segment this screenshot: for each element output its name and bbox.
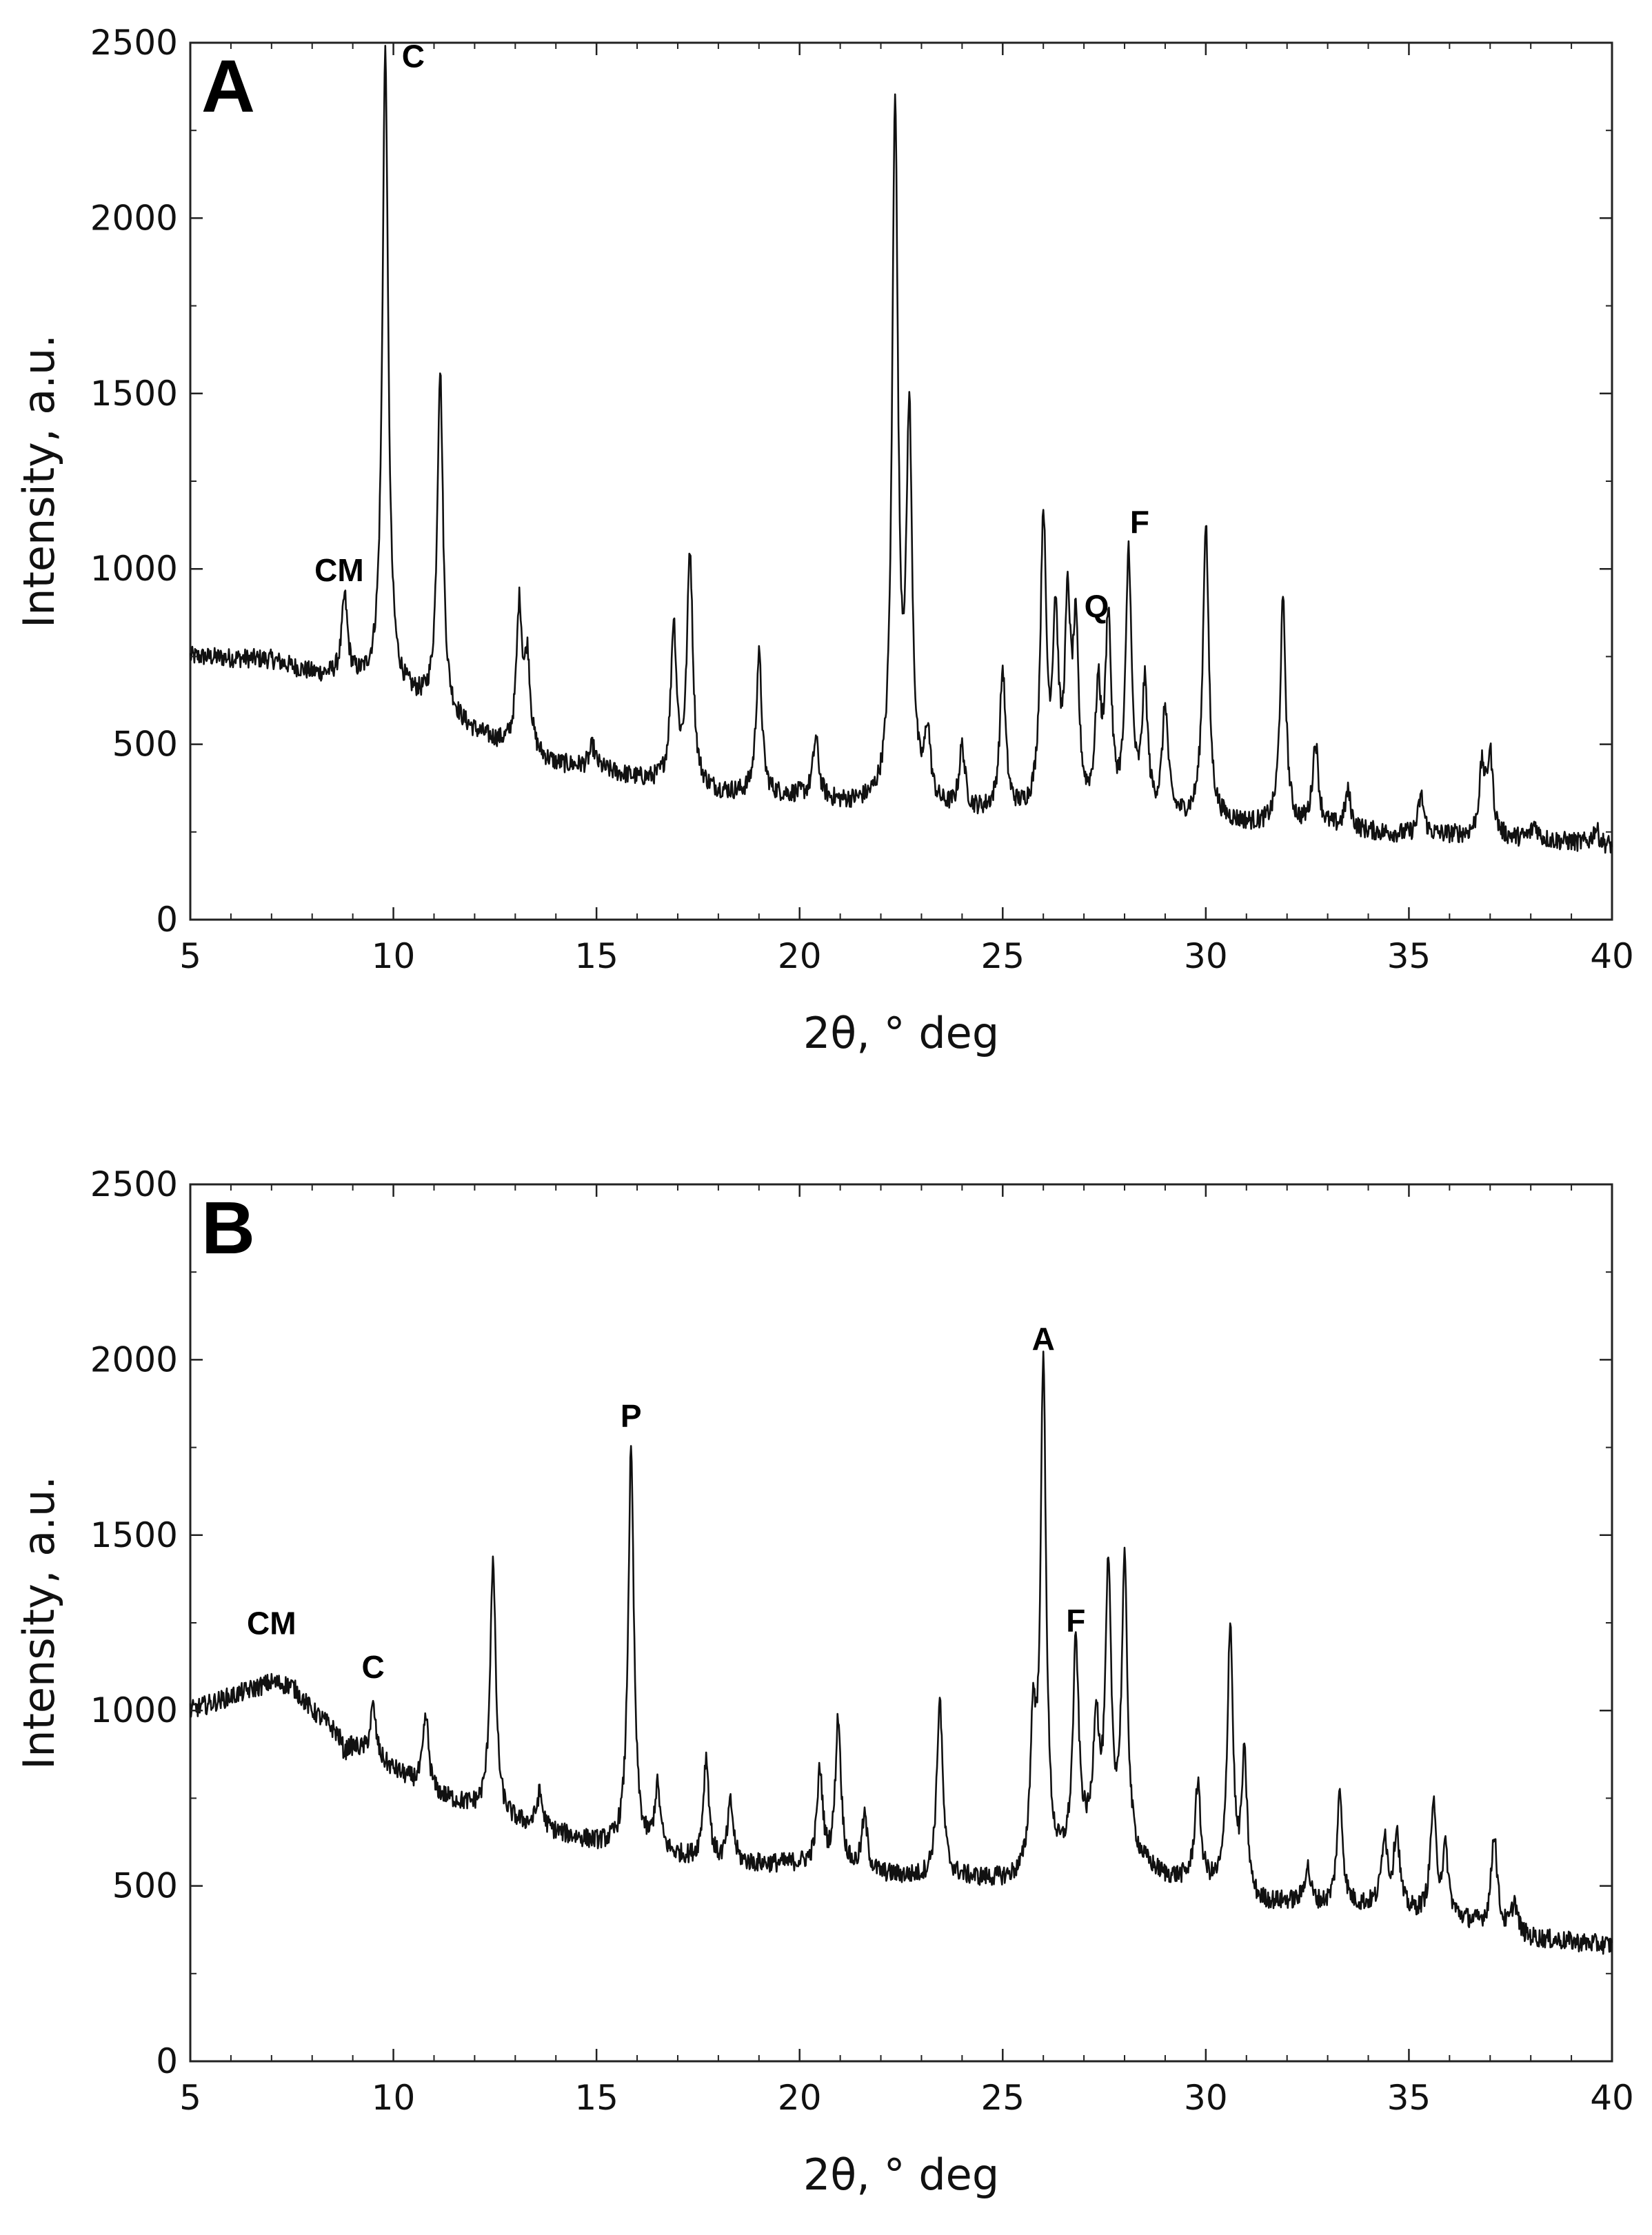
plot-frame [189, 1183, 1613, 2063]
spectrum-line [189, 45, 1613, 854]
y-tick-label: 2000 [90, 198, 178, 238]
peak-label-c: C [402, 38, 425, 74]
x-tick-label: 40 [1590, 936, 1634, 976]
x-axis-title: 2θ, ° deg [803, 2150, 999, 2200]
y-tick-label: 500 [112, 725, 178, 765]
x-axis: 5 10 15 20 25 30 35 40 [179, 43, 1634, 976]
x-tick-label: 20 [778, 936, 822, 976]
y-tick-label: 2500 [90, 23, 178, 63]
peak-label-cm: CM [247, 1605, 296, 1641]
x-tick-label: 5 [179, 2078, 201, 2118]
panel-label: B [201, 1186, 255, 1269]
y-tick-label: 2500 [90, 1164, 178, 1204]
x-tick-label: 10 [372, 2078, 416, 2118]
x-tick-label: 20 [778, 2078, 822, 2118]
x-tick-label: 40 [1590, 2078, 1634, 2118]
peak-label-f: F [1066, 1603, 1085, 1639]
y-tick-label: 1500 [90, 374, 178, 414]
y-tick-label: 2000 [90, 1339, 178, 1379]
peak-label-cm: CM [314, 552, 364, 588]
x-tick-label: 15 [574, 2078, 618, 2118]
y-axis: 0 500 1000 1500 2000 2500 [90, 1164, 1612, 2081]
x-axis: 5 10 15 20 25 30 35 40 [179, 1184, 1634, 2118]
y-axis-title: Intensity, a.u. [14, 1476, 64, 1770]
panel-label: A [201, 44, 255, 128]
x-tick-label: 30 [1184, 2078, 1228, 2118]
x-tick-label: 25 [980, 2078, 1025, 2118]
y-tick-label: 0 [156, 2041, 178, 2081]
x-tick-label: 5 [179, 936, 201, 976]
peak-label-p: P [621, 1398, 642, 1434]
peak-annotations: CM C Q F [314, 38, 1149, 624]
y-tick-label: 500 [112, 1866, 178, 1906]
x-tick-label: 35 [1387, 2078, 1431, 2118]
peak-label-f: F [1130, 504, 1149, 540]
x-axis-title: 2θ, ° deg [803, 1008, 999, 1058]
x-tick-label: 30 [1184, 936, 1228, 976]
y-tick-label: 1000 [90, 549, 178, 589]
peak-label-a: A [1032, 1321, 1055, 1357]
x-tick-label: 15 [574, 936, 618, 976]
x-tick-label: 10 [372, 936, 416, 976]
x-tick-label: 25 [980, 936, 1025, 976]
y-tick-label: 1500 [90, 1515, 178, 1555]
x-tick-label: 35 [1387, 936, 1431, 976]
y-axis-title: Intensity, a.u. [14, 334, 64, 628]
spectrum-line [189, 1351, 1613, 1955]
y-axis: 0 500 1000 1500 2000 2500 [90, 23, 1612, 940]
plot-frame [189, 41, 1613, 921]
y-tick-label: 1000 [90, 1690, 178, 1730]
peak-label-q: Q [1085, 589, 1109, 625]
y-tick-label: 0 [156, 900, 178, 940]
peak-label-c: C [361, 1649, 384, 1685]
peak-annotations: CM C P A F [247, 1321, 1085, 1685]
